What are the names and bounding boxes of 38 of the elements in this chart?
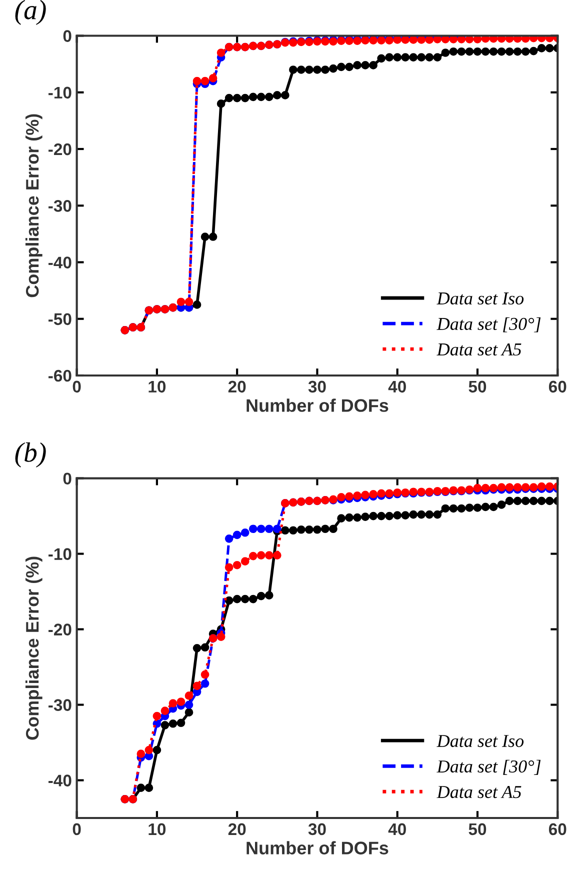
y-tick-label: -20: [48, 624, 72, 636]
y-tick-label: -30: [48, 200, 72, 212]
legend-label: Data set A5: [436, 786, 522, 798]
x-tick-label: 0: [72, 823, 81, 836]
x-tick-label: 40: [388, 823, 406, 836]
y-tick-label: -50: [48, 313, 72, 326]
y-tick-label: -10: [48, 548, 72, 560]
x-tick-label: 50: [468, 823, 486, 836]
x-axis-title: Number of DOFs: [246, 398, 388, 412]
x-tick-label: 60: [548, 380, 566, 393]
y-axis-title: Compliance Error (%): [25, 556, 42, 740]
x-tick-label: 40: [388, 380, 406, 393]
legend-label: Data set [30°]: [436, 317, 541, 332]
y-tick-label: 0: [63, 30, 72, 42]
x-tick-label: 60: [548, 823, 566, 836]
x-tick-label: 20: [228, 380, 246, 393]
legend-label: Data set Iso: [436, 735, 524, 748]
x-tick-label: 30: [308, 380, 326, 393]
chart-title: (a): [15, 0, 46, 26]
x-tick-label: 20: [228, 823, 246, 836]
y-tick-label: -40: [48, 256, 72, 268]
y-axis-title: Compliance Error (%): [25, 114, 42, 298]
x-tick-label: 50: [468, 380, 486, 393]
y-tick-label: -60: [48, 370, 72, 382]
chart-title: (b): [15, 442, 46, 468]
y-tick-label: 0: [63, 472, 72, 484]
y-tick-label: -30: [48, 699, 72, 711]
legend-label: Data set A5: [436, 343, 522, 356]
legend-label: Data set [30°]: [436, 760, 541, 775]
legend-label: Data set Iso: [436, 292, 524, 305]
x-tick-label: 10: [148, 380, 166, 393]
y-tick-label: -10: [48, 86, 72, 99]
x-axis-title: Number of DOFs: [246, 841, 388, 854]
y-tick-label: -20: [48, 143, 72, 156]
y-tick-label: -40: [48, 774, 72, 786]
x-tick-label: 30: [308, 823, 326, 836]
x-tick-label: 0: [72, 380, 81, 393]
x-tick-label: 10: [148, 823, 166, 836]
